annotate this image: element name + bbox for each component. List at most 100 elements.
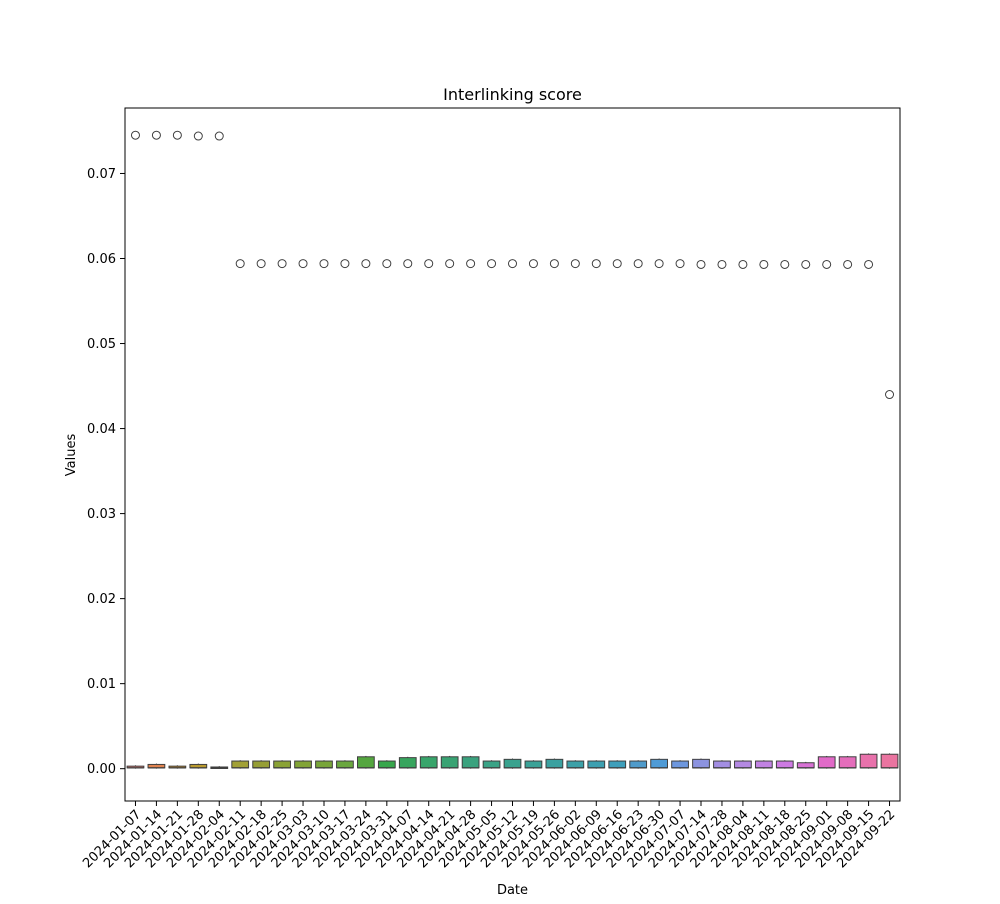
box-group — [566, 259, 585, 769]
box-body — [880, 753, 899, 769]
box-body — [629, 760, 648, 769]
box-body — [231, 760, 250, 769]
outlier-point — [424, 259, 434, 269]
box-body — [566, 760, 585, 769]
x-axis: 2024-01-072024-01-142024-01-212024-01-28… — [80, 801, 898, 871]
box-group — [461, 259, 480, 769]
outlier-point — [885, 390, 895, 400]
box-body — [294, 760, 312, 769]
box-group — [398, 259, 417, 769]
outlier-point — [151, 130, 161, 140]
box-group — [608, 259, 627, 769]
outlier-point — [361, 259, 371, 269]
box-body — [336, 760, 354, 769]
box-group — [357, 259, 375, 769]
outlier-point — [801, 259, 811, 269]
chart-title: Interlinking score — [443, 85, 582, 104]
box-group — [294, 259, 312, 769]
box-body — [377, 760, 396, 769]
box-group — [545, 259, 564, 769]
box-body — [357, 756, 375, 769]
outlier-point — [759, 259, 769, 269]
outlier-point — [340, 259, 350, 269]
box-body — [440, 756, 459, 769]
box-group — [713, 259, 731, 769]
box-body — [252, 760, 271, 769]
box-group — [650, 259, 668, 769]
box-group — [838, 259, 857, 769]
box-body — [838, 756, 857, 769]
box-group — [315, 259, 333, 769]
box-body — [608, 760, 627, 769]
box-group — [671, 259, 689, 769]
outlier-point — [214, 131, 224, 141]
outlier-point — [570, 259, 580, 269]
outlier-point — [445, 259, 455, 269]
y-tick-label: 0.06 — [87, 252, 116, 267]
box-body — [796, 762, 815, 769]
y-tick-label: 0.04 — [87, 422, 116, 437]
outlier-point — [235, 259, 245, 269]
outlier-point — [298, 259, 308, 269]
outlier-point — [466, 259, 476, 269]
outlier-point — [193, 131, 203, 141]
box-body — [713, 760, 731, 769]
outlier-point — [508, 259, 517, 269]
box-group — [189, 131, 208, 769]
box-group — [273, 259, 291, 769]
box-group — [880, 390, 899, 769]
box-body — [482, 760, 501, 769]
box-group — [587, 259, 606, 769]
box-body — [754, 760, 773, 769]
box-group — [336, 259, 354, 769]
box-body — [419, 756, 438, 769]
box-group — [377, 259, 396, 769]
outlier-point — [780, 259, 790, 269]
box-body — [461, 756, 480, 769]
outlier-point — [633, 259, 643, 269]
box-group — [775, 259, 794, 769]
y-tick-label: 0.01 — [87, 677, 116, 692]
box-body — [503, 758, 522, 769]
outlier-point — [256, 259, 266, 269]
box-body — [671, 760, 689, 769]
outlier-point — [822, 259, 832, 269]
outlier-point — [487, 259, 497, 269]
box-body — [817, 756, 836, 769]
box-body — [692, 758, 710, 769]
box-body — [775, 760, 794, 769]
y-tick-label: 0.00 — [87, 762, 116, 777]
outlier-point — [382, 259, 392, 269]
outlier-point — [172, 130, 182, 140]
outlier-point — [549, 259, 559, 269]
box-group — [231, 259, 250, 769]
outlier-point — [591, 259, 601, 269]
x-axis-label: Date — [497, 883, 528, 898]
box-body — [650, 758, 668, 769]
outlier-point — [612, 259, 622, 269]
outlier-point — [843, 259, 853, 269]
outlier-point — [864, 259, 874, 269]
outlier-point — [277, 259, 287, 269]
box-group — [817, 259, 836, 769]
box-body — [545, 758, 564, 769]
y-tick-label: 0.07 — [87, 167, 116, 182]
y-tick-label: 0.03 — [87, 507, 116, 522]
box-group — [754, 259, 773, 769]
y-axis-label: Values — [64, 434, 79, 477]
box-body — [315, 760, 333, 769]
box-group — [147, 130, 166, 769]
outlier-point — [654, 259, 664, 269]
box-group — [419, 259, 438, 769]
y-tick-label: 0.02 — [87, 592, 116, 607]
box-group — [629, 259, 648, 769]
box-group — [210, 131, 229, 769]
outlier-point — [696, 259, 706, 269]
box-group — [252, 259, 271, 769]
outlier-point — [319, 259, 329, 269]
outlier-point — [738, 259, 748, 269]
y-axis: 0.00 0.01 0.02 0.03 0.04 0.05 0.06 0.07 — [87, 167, 125, 777]
box-body — [398, 757, 417, 769]
